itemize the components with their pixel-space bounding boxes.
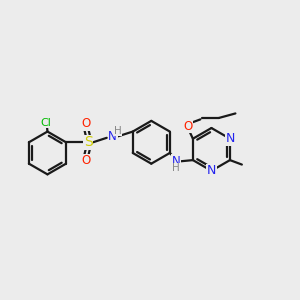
Text: N: N [207,164,216,177]
Text: S: S [84,135,93,149]
Text: O: O [81,154,91,167]
Text: O: O [183,120,192,133]
Text: O: O [81,117,91,130]
Text: H: H [172,163,180,173]
Text: Cl: Cl [40,118,51,128]
Text: N: N [171,155,180,168]
Text: H: H [114,126,122,136]
Text: N: N [225,132,235,145]
Text: N: N [108,130,117,143]
